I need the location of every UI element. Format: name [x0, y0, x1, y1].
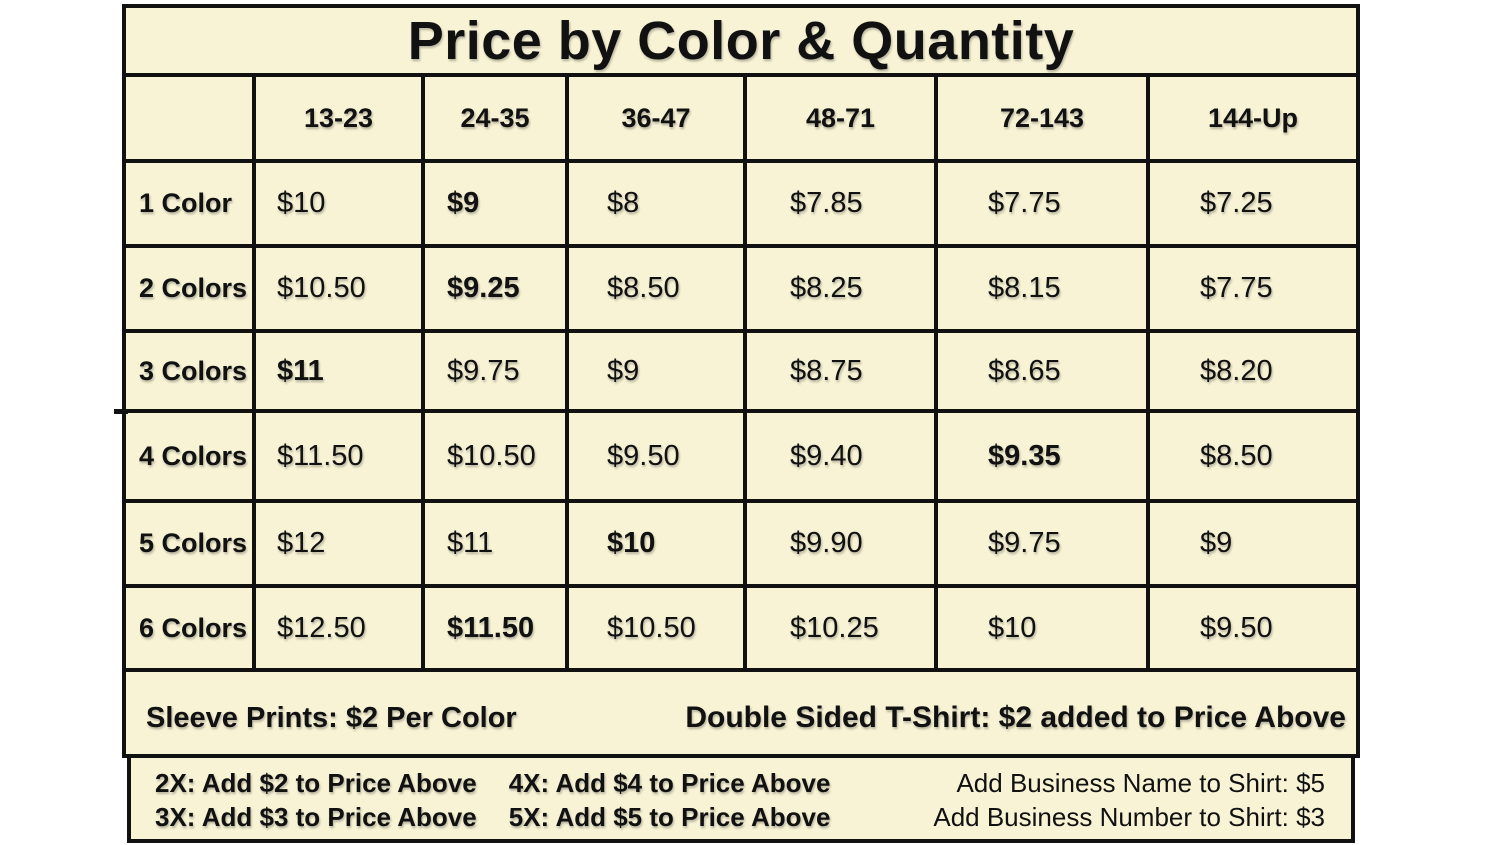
business-notes-group: Add Business Name to Shirt: $5 Add Busin…: [933, 766, 1325, 834]
upcharge-group-4x-5x: 4X: Add $4 to Price Above 5X: Add $5 to …: [509, 766, 831, 834]
price-cell: $9.50: [1150, 588, 1356, 672]
business-name-note: Add Business Name to Shirt: $5: [956, 767, 1325, 798]
addon-notes-row: Sleeve Prints: $2 Per Color Double Sided…: [126, 672, 1356, 754]
price-cell: $10.50: [569, 588, 747, 672]
price-cell: $8.25: [747, 248, 938, 333]
price-cell: $8.50: [1150, 413, 1356, 503]
price-cell: $10: [569, 503, 747, 588]
sleeve-print-note: Sleeve Prints: $2 Per Color: [146, 701, 517, 734]
price-cell: $7.75: [1150, 248, 1356, 333]
divider-extension: [114, 409, 128, 414]
price-cell: $9.90: [747, 503, 938, 588]
row-label: 4 Colors: [126, 413, 256, 503]
price-cell: $9.75: [938, 503, 1150, 588]
price-cell: $10: [938, 588, 1150, 672]
price-cell: $10.50: [256, 248, 425, 333]
quantity-header-24-35: 24-35: [425, 77, 569, 163]
row-label: 1 Color: [126, 163, 256, 248]
price-cell: $7.75: [938, 163, 1150, 248]
price-cell: $9.40: [747, 413, 938, 503]
quantity-header-144-up: 144-Up: [1150, 77, 1356, 163]
quantity-header-36-47: 36-47: [569, 77, 747, 163]
price-cell: $9.50: [569, 413, 747, 503]
price-cell: $8.20: [1150, 333, 1356, 413]
corner-cell: [126, 77, 256, 163]
price-cell: $12.50: [256, 588, 425, 672]
price-cell: $10.50: [425, 413, 569, 503]
row-label: 3 Colors: [126, 333, 256, 413]
upcharge-4x: 4X: Add $4 to Price Above: [508, 767, 831, 798]
business-number-note: Add Business Number to Shirt: $3: [933, 801, 1325, 832]
price-table: Price by Color & Quantity 13-23 24-35 36…: [122, 4, 1360, 758]
price-cell: $11: [256, 333, 425, 413]
price-cell: $12: [256, 503, 425, 588]
price-cell: $8.15: [938, 248, 1150, 333]
price-cell: $9.25: [425, 248, 569, 333]
quantity-header-13-23: 13-23: [256, 77, 425, 163]
price-cell: $11: [425, 503, 569, 588]
price-cell: $9: [569, 333, 747, 413]
upcharge-group-2x-3x: 2X: Add $2 to Price Above 3X: Add $3 to …: [155, 766, 477, 834]
price-cell: $8.50: [569, 248, 747, 333]
double-sided-note: Double Sided T-Shirt: $2 added to Price …: [685, 701, 1346, 734]
upcharge-5x: 5X: Add $5 to Price Above: [508, 801, 831, 832]
price-cell: $10.25: [747, 588, 938, 672]
price-cell: $9.35: [938, 413, 1150, 503]
quantity-header-48-71: 48-71: [747, 77, 938, 163]
page-title: Price by Color & Quantity: [407, 10, 1075, 71]
price-cell: $11.50: [256, 413, 425, 503]
price-cell: $8: [569, 163, 747, 248]
price-cell: $9.75: [425, 333, 569, 413]
upcharge-3x: 3X: Add $3 to Price Above: [155, 801, 477, 832]
price-cell: $7.25: [1150, 163, 1356, 248]
price-cell: $10: [256, 163, 425, 248]
upcharge-2x: 2X: Add $2 to Price Above: [155, 767, 477, 798]
price-cell: $9: [425, 163, 569, 248]
price-cell: $8.65: [938, 333, 1150, 413]
price-cell: $8.75: [747, 333, 938, 413]
upcharge-box: 2X: Add $2 to Price Above 3X: Add $3 to …: [127, 758, 1355, 843]
price-cell: $7.85: [747, 163, 938, 248]
title-row: Price by Color & Quantity: [126, 8, 1356, 77]
price-cell: $9: [1150, 503, 1356, 588]
row-label: 5 Colors: [126, 503, 256, 588]
row-label: 6 Colors: [126, 588, 256, 672]
quantity-header-72-143: 72-143: [938, 77, 1150, 163]
price-cell: $11.50: [425, 588, 569, 672]
row-label: 2 Colors: [126, 248, 256, 333]
